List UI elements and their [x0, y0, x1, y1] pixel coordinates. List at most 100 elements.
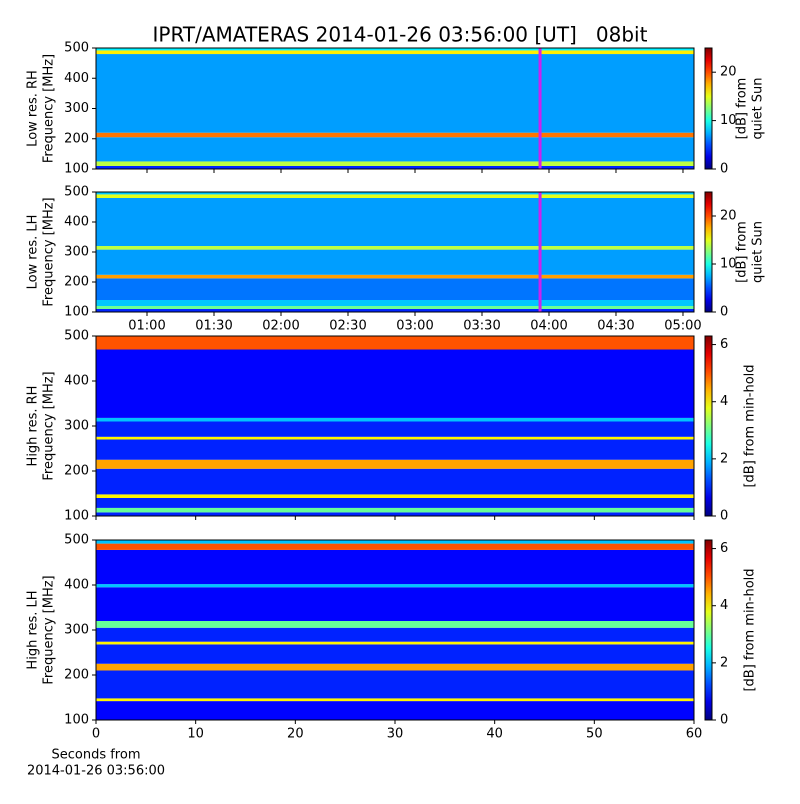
spectrum-band	[96, 165, 694, 169]
x-tick-label: 40	[486, 727, 503, 742]
x-tick-label: 04:00	[530, 319, 567, 334]
colorbar-tick-label: 4	[720, 598, 728, 613]
spectrum-band	[96, 587, 694, 621]
spectrum-band	[96, 540, 694, 544]
x-tick-label: 20	[287, 727, 304, 742]
y-tick-label: 300	[64, 101, 89, 116]
x-tick-label: 03:30	[463, 319, 500, 334]
y-tick-label: 200	[64, 275, 89, 290]
y-axis-label: Frequency [MHz]	[42, 54, 57, 163]
colorbar-label: quiet Sun	[751, 221, 766, 283]
colorbar-label: [dB] from	[735, 78, 750, 140]
spectrum-band	[96, 494, 694, 498]
spectrum-band	[96, 306, 694, 309]
spectrum-band	[96, 584, 694, 588]
colorbar-tick-label: 0	[720, 509, 728, 524]
y-tick-label: 300	[64, 245, 89, 260]
y-tick-label: 300	[64, 623, 89, 638]
spectrum-band	[96, 54, 694, 133]
colorbar-tick-label: 4	[720, 394, 728, 409]
colorbar-tick-label: 2	[720, 655, 728, 670]
colorbar-tick-label: 20	[720, 209, 737, 224]
y-tick-label: 100	[64, 162, 89, 177]
x-axis-label: 2014-01-26 03:56:00	[27, 764, 165, 779]
spectrum-band	[96, 336, 694, 350]
spectrum-band	[96, 132, 694, 138]
spectrum-band	[96, 621, 694, 628]
spectrum-band	[96, 641, 694, 645]
spectrum-band	[96, 349, 694, 418]
y-tick-label: 400	[64, 215, 89, 230]
y-tick-label: 400	[64, 71, 89, 86]
x-tick-label: 02:30	[329, 319, 366, 334]
x-tick-label: 0	[92, 727, 100, 742]
spectrum-band	[96, 417, 694, 422]
colorbar	[704, 47, 713, 170]
spectrum-band	[96, 549, 694, 585]
spectrum-band	[96, 421, 694, 437]
spectrum-band	[96, 543, 694, 550]
x-tick-label: 10	[187, 727, 204, 742]
y-tick-label: 100	[64, 305, 89, 320]
y-tick-label: 400	[64, 374, 89, 389]
y-axis-label: Low res. RH	[26, 70, 41, 147]
spectrum-band	[96, 644, 694, 664]
spectrum-band	[96, 246, 694, 250]
spectrum-band	[96, 249, 694, 275]
colorbar-tick-label: 2	[720, 451, 728, 466]
x-axis-label: Seconds from	[51, 748, 140, 763]
colorbar-label: [dB] from min-hold	[743, 568, 758, 691]
spectrum-band	[96, 161, 694, 166]
spectrum-band	[96, 698, 694, 702]
y-tick-label: 200	[64, 464, 89, 479]
y-axis-label: High res. RH	[26, 386, 41, 467]
y-tick-label: 200	[64, 131, 89, 146]
spectrum-band	[96, 512, 694, 516]
spectrum-band	[96, 436, 694, 440]
y-axis-label: Frequency [MHz]	[42, 371, 57, 480]
spectrum-band	[96, 498, 694, 508]
x-tick-label: 04:30	[597, 319, 634, 334]
spectrum-band	[96, 274, 694, 279]
y-tick-label: 300	[64, 419, 89, 434]
y-tick-label: 100	[64, 713, 89, 728]
x-tick-label: 01:30	[195, 319, 232, 334]
spectrum-band	[96, 663, 694, 671]
spectrum-band	[96, 459, 694, 469]
spectrum-band	[96, 468, 694, 495]
spectrum-band	[96, 439, 694, 460]
x-tick-label: 60	[686, 727, 703, 742]
y-axis-label: Low res. LH	[26, 215, 41, 290]
spectrum-band	[96, 309, 694, 312]
y-tick-label: 500	[64, 185, 89, 200]
spectrum-band	[96, 670, 694, 699]
colorbar	[704, 539, 713, 721]
y-tick-label: 500	[64, 329, 89, 344]
colorbar	[704, 335, 713, 517]
colorbar-tick-label: 0	[720, 162, 728, 177]
colorbar-label: [dB] from	[735, 221, 750, 283]
colorbar-label: quiet Sun	[751, 77, 766, 139]
x-tick-label: 02:00	[262, 319, 299, 334]
colorbar-tick-label: 10	[720, 257, 737, 272]
x-tick-label: 05:00	[664, 319, 701, 334]
y-axis-label: Frequency [MHz]	[42, 197, 57, 306]
spectrum-band	[96, 701, 694, 720]
x-tick-label: 30	[387, 727, 404, 742]
spectrum-band	[96, 507, 694, 513]
figure-title: IPRT/AMATERAS 2014-01-26 03:56:00 [UT] 0…	[153, 23, 648, 47]
y-tick-label: 500	[64, 533, 89, 548]
y-tick-label: 200	[64, 668, 89, 683]
colorbar-tick-label: 6	[720, 541, 728, 556]
colorbar-tick-label: 0	[720, 713, 728, 728]
x-tick-label: 50	[586, 727, 603, 742]
spectrum-band	[96, 48, 694, 51]
colorbar-tick-label: 20	[720, 65, 737, 80]
x-tick-label: 03:00	[396, 319, 433, 334]
colorbar-tick-label: 6	[720, 337, 728, 352]
x-tick-label: 01:00	[128, 319, 165, 334]
colorbar-label: [dB] from min-hold	[743, 364, 758, 487]
colorbar-tick-label: 0	[720, 305, 728, 320]
spectrum-band	[96, 194, 694, 198]
